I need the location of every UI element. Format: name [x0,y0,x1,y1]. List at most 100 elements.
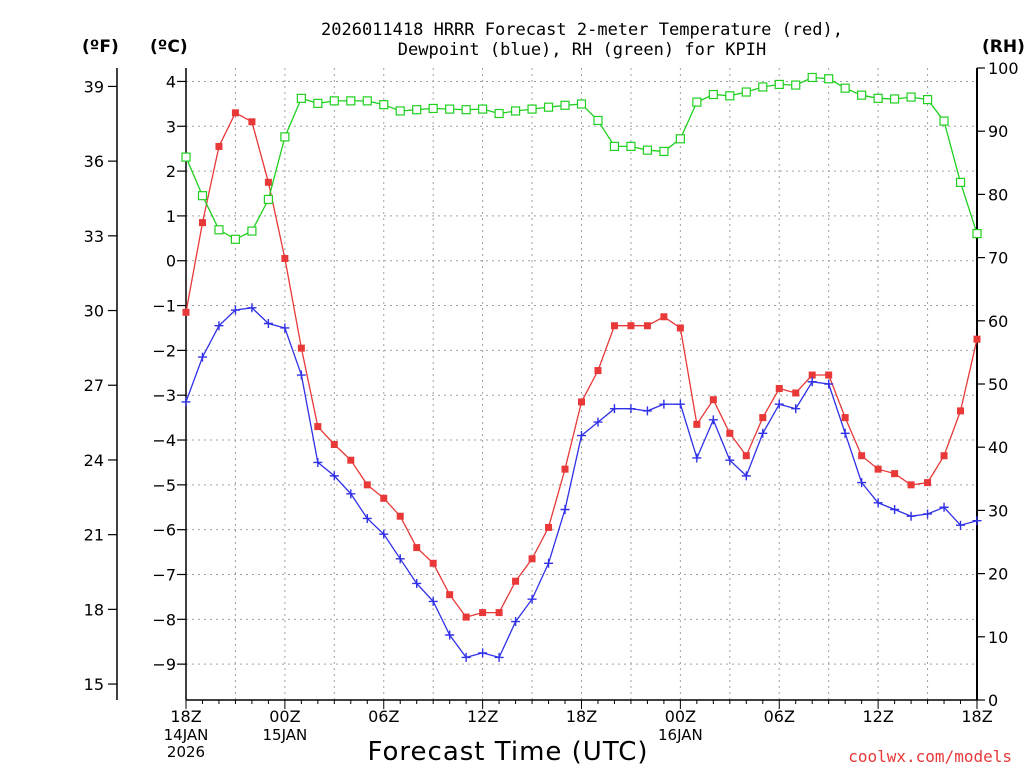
dewpoint-point [544,558,554,568]
dewpoint-point [873,498,883,508]
temperature-point [578,398,585,406]
rh-point [247,226,257,236]
temperature-point [940,452,948,460]
dewpoint-point [857,478,867,488]
rh-point [725,91,735,101]
dewpoint-point [807,377,817,387]
rh-tick-label: 70 [988,249,1008,268]
temperature-point [528,555,536,563]
celsius-unit-label: (ºC) [150,37,188,57]
temperature-point [874,465,882,473]
fahrenheit-tick-label: 39 [84,77,104,96]
temperature-point [545,523,553,531]
dewpoint-point [263,318,273,328]
dewpoint-point [741,471,751,481]
temperature-point [363,481,371,489]
fahrenheit-tick-label: 24 [84,451,104,470]
rh-point [807,72,817,83]
dewpoint-point [313,457,323,467]
celsius-tick-label: 1 [166,207,176,226]
rh-point [445,104,455,114]
temperature-point [561,465,569,473]
rh-point [346,96,356,106]
time-tick-label: 12Z [467,707,498,726]
dewpoint-point [428,596,438,606]
time-tick-label: 18Z [961,707,992,726]
temperature-point [808,371,816,379]
rh-point [379,100,389,110]
temperature-point [907,481,915,489]
temperature-point [413,544,421,552]
celsius-tick-label: −8 [152,610,176,629]
dewpoint-point [692,453,702,463]
dewpoint-point [395,554,405,564]
celsius-tick-label: −9 [152,655,176,674]
celsius-tick-label: −5 [152,476,176,495]
rh-point [478,104,488,114]
dewpoint-point [972,516,982,526]
dewpoint-point [725,455,735,465]
temperature-point [396,512,404,520]
temperature-point [198,219,206,227]
dewpoint-point [824,379,834,389]
temperature-point [643,322,651,330]
dewpoint-point [593,417,603,427]
temperature-point [825,371,833,379]
dewpoint-point [642,406,652,416]
dewpoint-point [230,305,240,315]
dewpoint-point [346,489,356,499]
rh-point [906,92,916,102]
grid-lines [186,68,977,700]
temperature-point [891,470,899,478]
rh-point [791,80,801,90]
rh-tick-label: 10 [988,628,1008,647]
dewpoint-point [890,505,900,515]
temperature-point [726,429,734,437]
chart-title-line2: Dewpoint (blue), RH (green) for KPIH [398,40,766,60]
dewpoint-point [906,511,916,521]
temperature-point [594,367,602,375]
rh-point [890,94,900,104]
dewpoint-point [247,303,257,313]
dewpoint-point [214,321,224,331]
rh-point [461,105,471,115]
dewpoint-point [329,471,339,481]
credit-text: coolwx.com/models [848,747,1012,766]
rh-point [840,83,850,93]
celsius-tick-label: 2 [166,162,176,181]
temperature-point [347,456,355,464]
date-label: 16JAN [658,726,703,744]
rh-point [280,132,290,142]
temperature-point [841,414,849,422]
date-label: 15JAN [263,726,308,744]
rh-point [824,74,834,84]
celsius-tick-label: −4 [152,431,176,450]
temperature-point [742,452,750,460]
dewpoint-point [197,352,207,362]
temperature-point [858,452,866,460]
rh-point [922,94,933,105]
rh-point [214,225,224,235]
temperature-point [462,613,470,621]
rh-point [939,116,949,126]
rh-tick-label: 40 [988,438,1008,457]
date-label: 14JAN [164,726,209,744]
fahrenheit-tick-label: 15 [84,675,104,694]
rh-point [181,152,191,162]
temperature-point [330,441,338,449]
dewpoint-point [609,404,619,414]
temperature-point [512,577,520,585]
dewpoint-point [923,509,933,519]
temperature-point [479,609,487,617]
celsius-tick-label: 4 [166,72,176,91]
rh-tick-label: 60 [988,312,1008,331]
rh-point [659,146,669,157]
rh-point [857,90,867,100]
temperature-point [495,609,503,617]
celsius-tick-label: −7 [152,565,176,584]
rh-point [642,145,653,155]
celsius-tick-label: −6 [152,521,176,540]
temperature-point [380,494,388,502]
dewpoint-point [362,513,372,523]
dewpoint-point [758,428,768,438]
